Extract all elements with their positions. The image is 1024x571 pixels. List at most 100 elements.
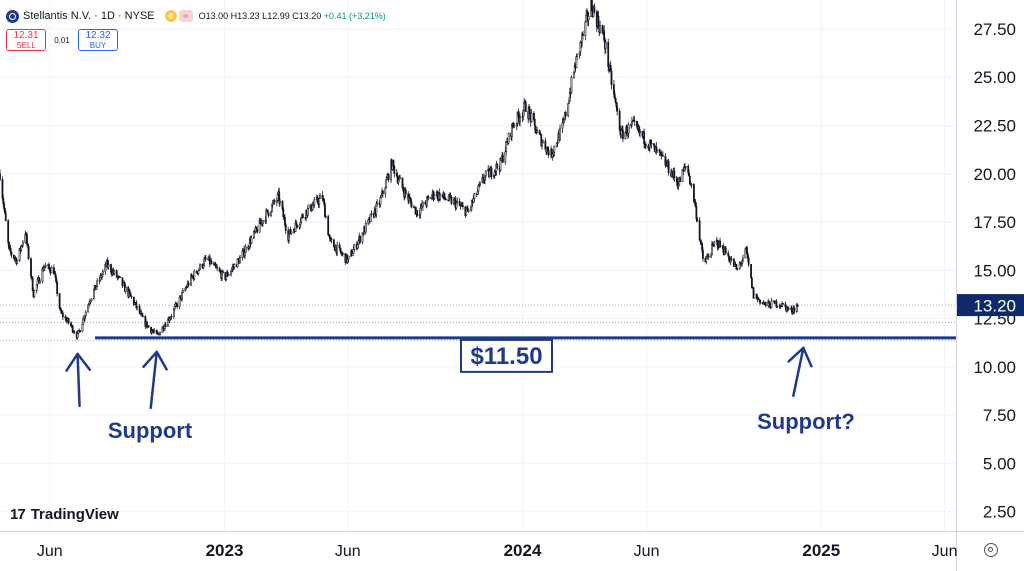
candle-body	[639, 131, 641, 134]
candle	[490, 166, 493, 180]
candle-body	[266, 209, 269, 214]
candle	[153, 328, 156, 334]
candle	[141, 313, 144, 318]
candle-body	[311, 205, 314, 210]
candle	[553, 145, 556, 157]
candle	[90, 298, 93, 302]
candle	[27, 244, 30, 260]
symbol-title[interactable]: Stellantis N.V. · 1D · NYSE	[23, 10, 155, 22]
candle	[673, 167, 676, 182]
candle	[279, 198, 281, 206]
candle	[750, 264, 752, 279]
candle	[484, 170, 487, 180]
candle-body	[507, 132, 510, 144]
candle	[513, 123, 516, 128]
candle-body	[764, 302, 767, 306]
candle-body	[690, 184, 693, 186]
candle	[610, 68, 613, 90]
candle	[273, 198, 276, 205]
wave-icon[interactable]: ≈	[178, 10, 193, 22]
candle	[576, 53, 579, 61]
candle-body	[416, 210, 419, 216]
candle	[50, 265, 53, 274]
candle-body	[306, 207, 309, 216]
candle	[164, 322, 167, 328]
candle-body	[519, 117, 521, 122]
candle	[319, 193, 321, 199]
candle	[796, 303, 799, 308]
candle-body	[753, 293, 756, 299]
candle-body	[759, 299, 761, 304]
candle-body	[421, 201, 424, 208]
candle-body	[381, 190, 384, 195]
candle-body	[658, 149, 661, 153]
candle-body	[353, 244, 356, 250]
candle-body	[73, 331, 76, 334]
candle-body	[536, 130, 539, 134]
x-tick-label: Jun	[932, 543, 958, 560]
candle	[39, 279, 41, 284]
candle-body	[698, 220, 701, 240]
support-arrow-left-1	[65, 352, 92, 408]
indicator-badges: ☀ ≈	[164, 10, 193, 22]
candle	[433, 193, 436, 200]
candle-body	[199, 263, 201, 270]
candle	[764, 302, 767, 308]
candle-body	[627, 124, 630, 134]
y-tick-label: 25.00	[973, 68, 1016, 87]
candle-body	[410, 201, 413, 208]
candle-body	[347, 255, 350, 260]
candle	[301, 213, 304, 219]
candle-body	[553, 145, 556, 153]
candle-body	[404, 189, 407, 195]
candle	[421, 201, 424, 211]
candle-body	[770, 300, 773, 308]
candle-body	[21, 241, 24, 246]
candle	[456, 197, 459, 206]
candle	[96, 278, 99, 290]
candle	[10, 251, 13, 259]
candle-body	[267, 212, 270, 216]
sell-button[interactable]: 12.31 SELL	[6, 29, 46, 51]
candle-body	[113, 270, 116, 274]
candle	[633, 115, 636, 126]
candle	[536, 127, 539, 134]
buy-button[interactable]: 12.32 BUY	[78, 29, 118, 51]
candle-body	[10, 251, 13, 256]
arrow-head	[787, 346, 813, 368]
sun-icon[interactable]: ☀	[164, 10, 177, 22]
candle-body	[776, 306, 779, 308]
candle-body	[593, 6, 596, 13]
y-tick-label: 20.00	[973, 165, 1016, 184]
candle-body	[4, 212, 7, 222]
candle-body	[547, 150, 550, 156]
candle	[0, 169, 1, 181]
candle-body	[456, 200, 459, 204]
candle-body	[221, 271, 224, 273]
candle-body	[688, 172, 690, 177]
candle	[313, 196, 316, 208]
candle	[787, 306, 790, 311]
x-tick-label: Jun	[634, 543, 660, 560]
candle	[199, 263, 201, 271]
candle	[496, 163, 499, 170]
candle	[44, 262, 47, 268]
candle	[719, 237, 721, 248]
candle-body	[307, 204, 310, 209]
candle	[444, 197, 447, 201]
candle	[210, 258, 213, 265]
tradingview-logo[interactable]: 17 TradingView	[10, 506, 119, 523]
candle-body	[318, 198, 321, 205]
x-tick-label: 2024	[504, 541, 542, 560]
settings-icon[interactable]	[984, 543, 998, 557]
candle	[404, 187, 407, 198]
y-tick-label: 5.00	[983, 454, 1016, 473]
candle-body	[719, 240, 721, 248]
candle	[604, 39, 607, 54]
candle	[61, 310, 64, 320]
stellantis-logo-icon	[6, 9, 19, 23]
x-tick-label: 2023	[206, 541, 244, 560]
candle	[359, 235, 361, 245]
